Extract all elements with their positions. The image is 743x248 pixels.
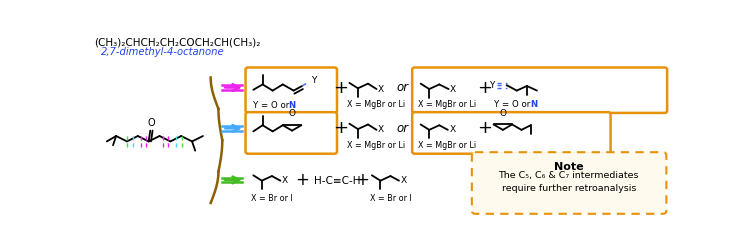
Text: X: X [378, 125, 384, 134]
FancyBboxPatch shape [245, 67, 337, 113]
Text: Note: Note [554, 162, 583, 172]
Text: X = MgBr or Li: X = MgBr or Li [347, 100, 405, 109]
Text: H-C≡C-H: H-C≡C-H [314, 176, 360, 186]
Text: N: N [530, 100, 537, 109]
Text: X = MgBr or Li: X = MgBr or Li [418, 100, 476, 109]
Text: O: O [499, 109, 506, 118]
Text: +: + [477, 119, 492, 137]
Text: X: X [282, 176, 288, 185]
FancyBboxPatch shape [472, 152, 666, 214]
Text: O: O [147, 118, 155, 128]
Text: X = Br or I: X = Br or I [251, 194, 293, 203]
Text: +: + [295, 171, 309, 189]
Text: X = Br or I: X = Br or I [370, 194, 412, 203]
Text: The C₅, C₆ & C₇ intermediates
require further retroanalysis: The C₅, C₆ & C₇ intermediates require fu… [499, 171, 639, 193]
FancyBboxPatch shape [412, 67, 667, 113]
Text: +: + [334, 79, 348, 96]
Text: or: or [397, 122, 409, 135]
Text: X: X [450, 125, 455, 134]
Text: +: + [478, 79, 493, 96]
FancyBboxPatch shape [412, 112, 611, 154]
Text: X: X [378, 85, 384, 93]
Text: +: + [334, 119, 348, 137]
Text: or: or [397, 81, 409, 94]
Text: (CH₃)₂CHCH₂CH₂COCH₂CH(CH₃)₂: (CH₃)₂CHCH₂CH₂COCH₂CH(CH₃)₂ [94, 37, 261, 47]
Text: X: X [450, 85, 456, 93]
Text: X: X [400, 176, 406, 185]
Text: X = MgBr or Li: X = MgBr or Li [347, 141, 405, 150]
Text: Y = O or: Y = O or [494, 100, 533, 109]
Text: O: O [288, 109, 296, 118]
Text: 2,7-dimethyl-4-octanone: 2,7-dimethyl-4-octanone [100, 47, 224, 57]
Text: X = MgBr or Li: X = MgBr or Li [418, 141, 476, 150]
Text: +: + [356, 171, 369, 189]
Text: Y: Y [311, 76, 317, 85]
Text: Y = O or: Y = O or [253, 101, 291, 110]
Text: Y: Y [489, 81, 494, 90]
FancyBboxPatch shape [245, 112, 337, 154]
Text: N: N [288, 101, 295, 110]
